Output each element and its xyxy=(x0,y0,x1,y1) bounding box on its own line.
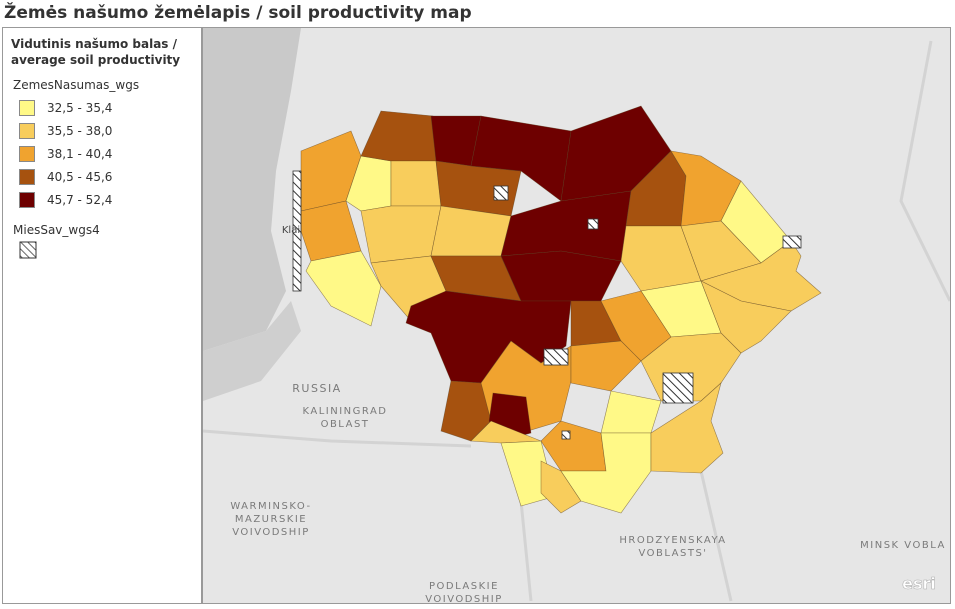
municipality[interactable] xyxy=(470,115,572,202)
legend-items: 32,5 - 35,4 35,5 - 38,0 38,1 - 40,4 40,5 - … xyxy=(3,96,201,211)
map-label: WARMINSKO- xyxy=(230,501,311,512)
municipality[interactable] xyxy=(435,160,522,217)
map-label: Klai xyxy=(282,225,300,236)
map-label: KALININGRAD xyxy=(303,406,388,417)
hatch-symbol xyxy=(19,241,37,259)
regions xyxy=(300,105,822,514)
map[interactable]: Klai RUSSIA KALININGRAD OBLAST WARMINSKO… xyxy=(202,27,951,604)
legend-label: 45,7 - 52,4 xyxy=(47,192,113,207)
city-area xyxy=(561,430,571,440)
layer-name: ZemesNasumas_wgs xyxy=(13,78,140,92)
attribution: esri xyxy=(902,574,936,593)
legend-label: 40,5 - 45,6 xyxy=(47,169,113,184)
map-label: VOIVODSHIP xyxy=(425,594,503,604)
legend-swatch xyxy=(19,122,35,139)
city-area xyxy=(292,170,302,292)
municipality[interactable] xyxy=(360,205,442,264)
municipality[interactable] xyxy=(650,382,724,474)
municipality[interactable] xyxy=(570,340,642,392)
city-areas xyxy=(292,170,802,440)
sea xyxy=(203,28,301,351)
city-area xyxy=(782,235,802,249)
map-label: RUSSIA xyxy=(292,382,341,395)
map-label: HRODZYENSKAYA xyxy=(619,535,726,546)
legend-swatch xyxy=(19,99,35,116)
legend-swatch xyxy=(19,145,35,162)
legend-item: 40,5 - 45,6 xyxy=(19,165,201,188)
legend-label: 32,5 - 35,4 xyxy=(47,100,113,115)
legend-item: 32,5 - 35,4 xyxy=(19,96,201,119)
map-label: PODLASKIE xyxy=(429,581,499,592)
legend-item: 45,7 - 52,4 xyxy=(19,188,201,211)
municipality[interactable] xyxy=(470,420,542,444)
map-label: VOIVODSHIP xyxy=(232,527,310,538)
map-label: MINSK VOBLA xyxy=(860,540,946,551)
city-area xyxy=(543,348,569,366)
legend-label: 35,5 - 38,0 xyxy=(47,123,113,138)
map-label: OBLAST xyxy=(321,419,370,430)
municipality[interactable] xyxy=(500,250,622,302)
city-area xyxy=(662,372,694,404)
city-area xyxy=(493,185,509,201)
legend-label: 38,1 - 40,4 xyxy=(47,146,113,161)
legend-item: 38,1 - 40,4 xyxy=(19,142,201,165)
municipality[interactable] xyxy=(540,460,582,514)
layer-name: MiesSav_wgs4 xyxy=(13,223,100,237)
legend-item: 35,5 - 38,0 xyxy=(19,119,201,142)
page-title: Žemės našumo žemėlapis / soil productivi… xyxy=(4,3,472,23)
municipality[interactable] xyxy=(305,250,382,327)
map-label: VOBLASTS' xyxy=(638,548,707,559)
legend-swatch xyxy=(19,191,35,208)
map-label: MAZURSKIE xyxy=(235,514,307,525)
municipality[interactable] xyxy=(390,160,442,207)
lagoon xyxy=(203,301,301,401)
legend-heading: Vidutinis našumo balas / xyxy=(11,37,178,51)
legend-panel: Vidutinis našumo balas / average soil pr… xyxy=(2,27,202,604)
legend-swatch xyxy=(19,168,35,185)
city-area xyxy=(587,218,599,230)
legend-heading: average soil productivity xyxy=(11,53,181,67)
border-line xyxy=(203,40,950,602)
